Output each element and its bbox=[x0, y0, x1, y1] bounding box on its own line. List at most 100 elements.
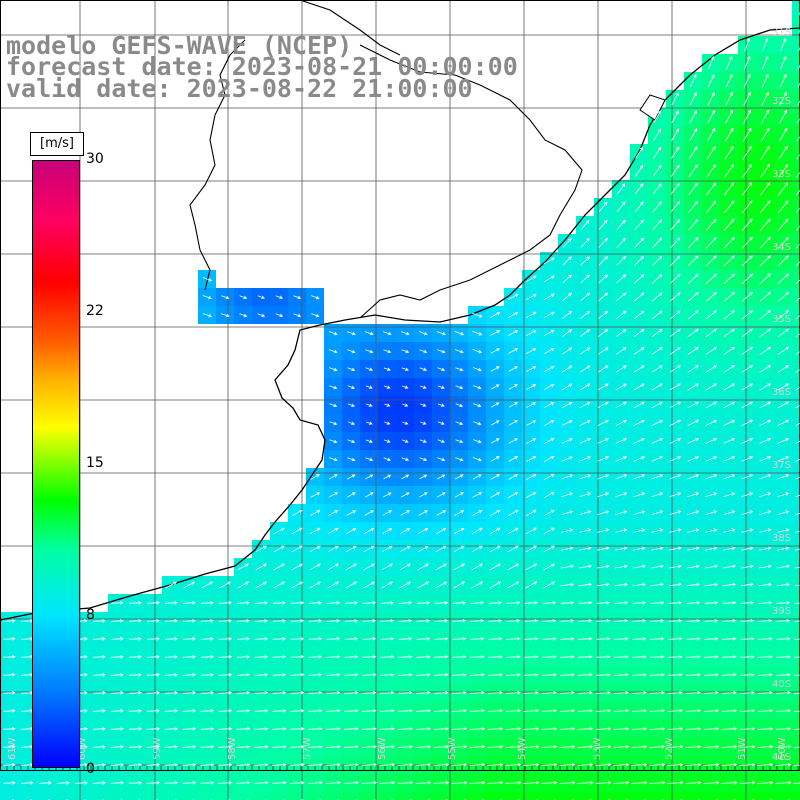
wind-arrow bbox=[743, 55, 751, 70]
wind-arrow bbox=[347, 439, 356, 444]
wind-arrow bbox=[472, 492, 483, 498]
wind-arrow bbox=[687, 218, 699, 231]
wind-arrow bbox=[705, 310, 717, 320]
longitude-label: 53W bbox=[592, 737, 603, 760]
wind-arrow bbox=[182, 691, 197, 695]
wind-arrow bbox=[743, 91, 751, 106]
wind-arrow bbox=[669, 347, 681, 355]
wind-arrow bbox=[437, 439, 445, 443]
wind-arrow bbox=[273, 563, 285, 571]
wind-arrow bbox=[649, 726, 666, 731]
wind-arrow bbox=[507, 545, 519, 553]
wind-arrow bbox=[561, 510, 574, 515]
border-north bbox=[299, 0, 401, 56]
wind-arrow bbox=[290, 691, 305, 695]
wind-arrow bbox=[182, 745, 197, 749]
wind-arrow bbox=[651, 546, 664, 551]
wind-arrow bbox=[615, 419, 627, 426]
wind-arrow bbox=[309, 563, 321, 571]
wind-arrow bbox=[598, 292, 609, 302]
wind-cell bbox=[252, 792, 270, 800]
wind-arrow bbox=[507, 581, 520, 589]
wind-arrow bbox=[437, 474, 446, 480]
wind-arrow bbox=[793, 764, 800, 766]
wind-cell bbox=[792, 396, 800, 414]
wind-arrow bbox=[561, 456, 573, 462]
wind-arrow bbox=[577, 744, 594, 749]
wind-cell bbox=[792, 0, 800, 18]
wind-arrow bbox=[595, 780, 612, 785]
wind-arrow bbox=[793, 710, 800, 712]
wind-cell bbox=[792, 342, 800, 360]
wind-arrow bbox=[724, 127, 734, 142]
wind-arrow bbox=[291, 563, 303, 571]
wind-arrow bbox=[579, 546, 592, 551]
wind-arrow bbox=[416, 619, 431, 623]
wind-arrow bbox=[795, 369, 800, 373]
wind-cell bbox=[792, 450, 800, 468]
wind-arrow bbox=[489, 581, 502, 589]
wind-arrow bbox=[472, 439, 482, 444]
wind-arrow bbox=[543, 275, 555, 283]
wind-arrow bbox=[779, 55, 787, 70]
wind-arrow bbox=[200, 601, 214, 605]
wind-arrow bbox=[454, 492, 464, 498]
wind-arrow bbox=[471, 581, 484, 589]
wind-arrow bbox=[759, 456, 772, 462]
wind-arrow bbox=[365, 367, 374, 371]
longitude-label: 59W bbox=[152, 737, 163, 760]
wind-arrow bbox=[200, 727, 215, 731]
wind-arrow bbox=[685, 708, 702, 713]
wind-arrow bbox=[777, 510, 790, 515]
wind-arrow bbox=[164, 727, 179, 731]
wind-arrow bbox=[202, 277, 213, 282]
wind-arrow bbox=[110, 601, 124, 605]
wind-arrow bbox=[705, 492, 718, 498]
wind-arrow bbox=[741, 510, 754, 515]
wind-arrow bbox=[308, 709, 323, 713]
wind-arrow bbox=[560, 672, 575, 677]
wind-arrow bbox=[650, 672, 665, 677]
wind-arrow bbox=[146, 709, 161, 713]
wind-arrow bbox=[705, 273, 717, 284]
wind-arrow bbox=[419, 349, 428, 354]
wind-arrow bbox=[705, 419, 718, 426]
wind-arrow bbox=[526, 366, 537, 372]
wind-arrow bbox=[598, 274, 609, 284]
wind-arrow bbox=[723, 218, 735, 231]
wind-arrow bbox=[56, 781, 70, 785]
wind-arrow bbox=[290, 619, 305, 623]
wind-arrow bbox=[687, 437, 700, 444]
wind-arrow bbox=[614, 601, 629, 605]
wind-arrow bbox=[562, 365, 573, 373]
wind-arrow bbox=[110, 637, 124, 641]
wind-arrow bbox=[688, 182, 698, 196]
wind-arrow bbox=[653, 128, 661, 142]
wind-cell bbox=[558, 792, 576, 800]
wind-arrow bbox=[760, 127, 770, 142]
wind-arrow bbox=[236, 655, 251, 659]
wind-arrow bbox=[668, 655, 683, 659]
wind-arrow bbox=[721, 690, 737, 695]
wind-arrow bbox=[775, 780, 792, 785]
wind-arrow bbox=[326, 601, 341, 605]
wind-arrow bbox=[795, 423, 800, 426]
wind-arrow bbox=[652, 164, 662, 177]
wind-arrow bbox=[795, 512, 800, 515]
wind-arrow bbox=[329, 403, 338, 408]
wind-arrow bbox=[361, 744, 377, 749]
wind-arrow bbox=[128, 709, 143, 713]
wind-arrow bbox=[653, 110, 661, 123]
wind-arrow bbox=[291, 581, 304, 589]
wind-arrow bbox=[671, 92, 679, 106]
wind-arrow bbox=[397, 726, 413, 731]
wind-arrow bbox=[704, 672, 719, 677]
wind-arrow bbox=[561, 438, 573, 444]
wind-arrow bbox=[650, 564, 664, 569]
wind-arrow bbox=[92, 673, 106, 677]
longitude-label: 55W bbox=[447, 737, 458, 760]
wind-cell bbox=[522, 792, 540, 800]
wind-arrow bbox=[651, 401, 663, 409]
wind-arrow bbox=[686, 619, 701, 623]
wind-arrow bbox=[723, 419, 736, 426]
